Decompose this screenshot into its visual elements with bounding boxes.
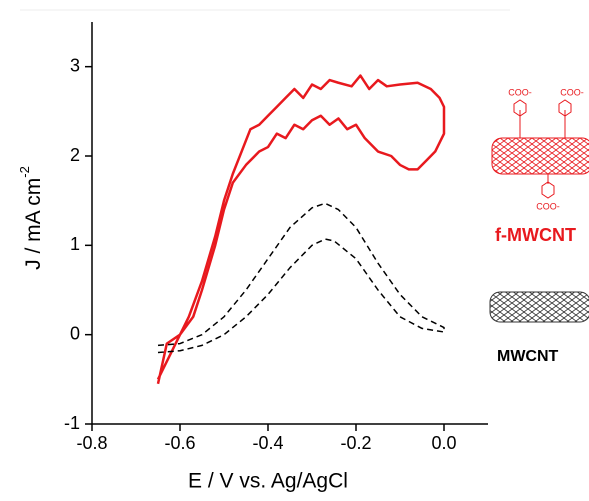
series-label: MWCNT (497, 348, 559, 365)
x-tick-label: 0.0 (431, 433, 456, 453)
y-tick-label: -1 (64, 413, 80, 433)
series-line (156, 74, 446, 385)
annotation: COO- (536, 201, 560, 211)
x-tick-label: -0.4 (252, 433, 283, 453)
x-axis-label: E / V vs. Ag/AgCl (188, 470, 348, 493)
y-label-sup: -2 (17, 166, 32, 178)
x-tick-label: -0.2 (340, 433, 371, 453)
f-mwcnt-illustration (491, 99, 589, 199)
series-line (157, 202, 445, 354)
series-label: f-MWCNT (495, 225, 576, 245)
mwcnt-illustration (489, 291, 589, 323)
y-tick-label: 3 (70, 55, 80, 75)
x-tick-label: -0.8 (76, 433, 107, 453)
y-label-main: J / mA cm (22, 178, 45, 270)
annotation: COO- (508, 87, 532, 97)
y-tick-label: 2 (70, 145, 80, 165)
y-tick-label: 0 (70, 323, 80, 343)
annotation: COO- (560, 87, 584, 97)
y-axis-label: J / mA cm-2 (17, 166, 44, 270)
y-tick-label: 1 (70, 234, 80, 254)
x-tick-label: -0.6 (164, 433, 195, 453)
